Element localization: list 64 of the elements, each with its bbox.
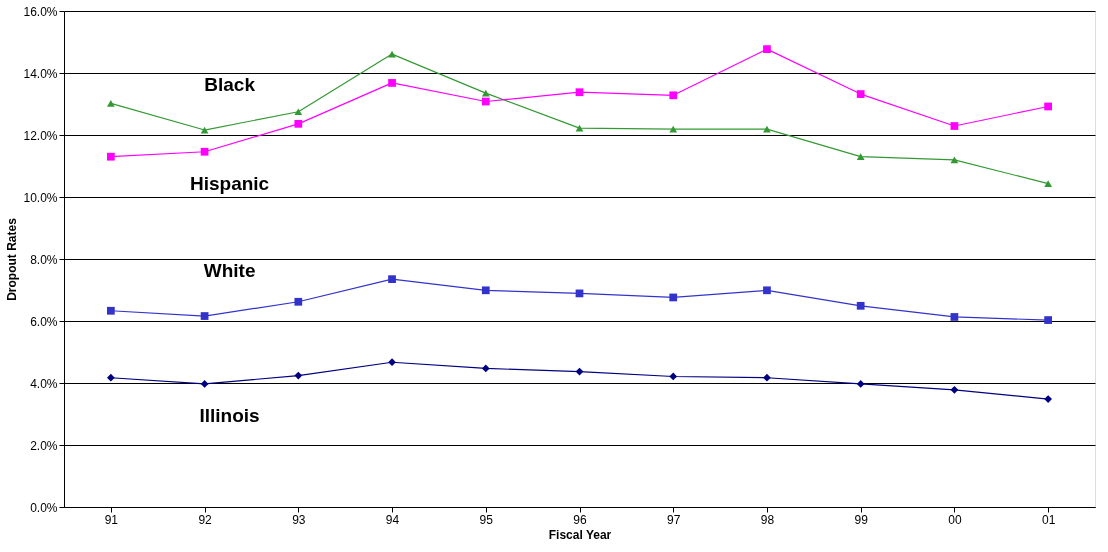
point [106,373,115,382]
point [200,380,209,388]
x-tick-label: 91 [104,512,119,527]
x-tick-label: 98 [760,512,775,527]
x-tick-label: 00 [948,512,962,527]
y-tick-label: 8.0% [30,252,58,267]
point [481,97,490,106]
point [294,108,303,116]
y-axis-title: Dropout Rates [5,217,20,301]
x-tick-label: 99 [854,512,869,527]
y-tick-label: 0.0% [30,500,58,515]
point [856,153,865,161]
x-tick-label: 93 [292,512,306,527]
point [106,306,115,315]
series-label: Hispanic [189,172,270,194]
point [388,79,396,87]
point [669,91,678,100]
point [1044,395,1053,403]
point [106,152,115,161]
x-tick-label: 94 [385,512,400,527]
point [669,372,678,381]
point [856,301,865,310]
y-tick-label: 10.0% [23,190,58,205]
point [763,45,771,53]
point [763,373,771,382]
series-label: Illinois [199,404,260,426]
point [388,275,396,284]
point [950,156,959,164]
point [481,89,490,97]
point [481,364,490,373]
point [669,293,678,302]
point [950,385,959,394]
y-tick-label: 14.0% [23,66,58,81]
point [575,124,584,132]
point [856,380,865,388]
point [106,100,115,107]
x-axis-title: Fiscal Year [548,527,612,542]
x-tick-label: 92 [198,512,213,527]
point [950,313,959,321]
y-tick-label: 2.0% [30,438,58,453]
point [294,119,303,128]
point [294,371,303,380]
point [200,147,209,156]
y-tick-label: 6.0% [30,314,58,329]
point [481,286,490,295]
point [1044,316,1053,324]
x-tick-label: 01 [1041,512,1056,527]
point [856,90,865,98]
series-label: Black [204,74,256,96]
y-tick-label: 12.0% [23,128,58,143]
x-tick-label: 97 [667,512,681,527]
point [575,88,584,97]
point [200,312,209,320]
series-label: White [203,260,256,282]
point [294,297,303,306]
point [763,286,771,295]
point [388,358,396,367]
x-tick-label: 95 [479,512,494,527]
point [1044,102,1053,111]
point [1044,180,1053,188]
y-tick-label: 16.0% [23,4,58,19]
y-tick-label: 4.0% [30,376,58,391]
x-tick-label: 96 [573,512,587,527]
point [950,122,959,130]
